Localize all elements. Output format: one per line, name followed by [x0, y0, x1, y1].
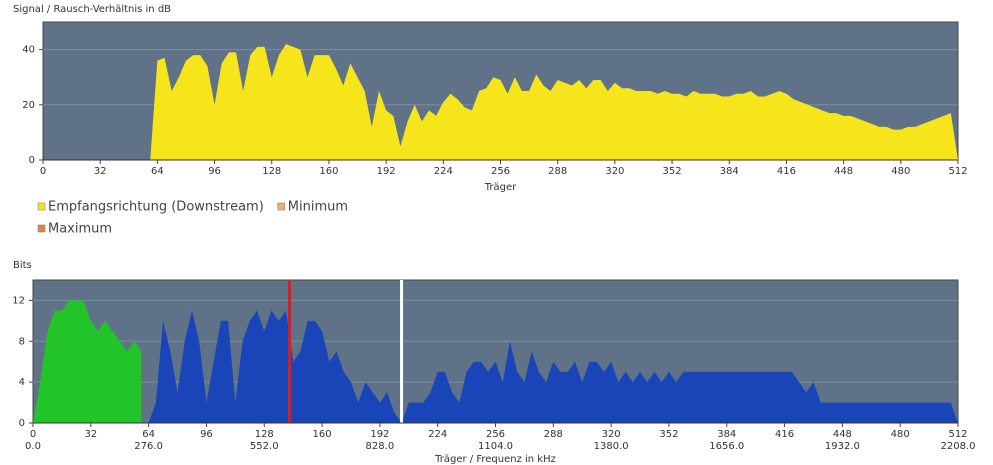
x-tick-label: 384 — [717, 429, 736, 440]
x-tick-label: 0 — [30, 429, 36, 440]
y-tick-label: 8 — [19, 336, 25, 347]
x-tick-label: 0 — [40, 166, 46, 177]
x2-tick-label: 276.0 — [134, 441, 163, 452]
legend-label: Maximum — [48, 222, 112, 237]
x-tick-label: 64 — [142, 429, 155, 440]
x-tick-label: 288 — [548, 166, 567, 177]
x-tick-label: 416 — [777, 166, 796, 177]
x2-tick-label: 1104.0 — [478, 441, 513, 452]
area-series — [33, 300, 142, 423]
x2-tick-label: 828.0 — [366, 441, 395, 452]
x-tick-label: 160 — [313, 429, 332, 440]
x-tick-label: 320 — [605, 166, 624, 177]
x-tick-label: 448 — [834, 166, 853, 177]
x-tick-label: 512 — [948, 429, 967, 440]
chart-title: Bits — [13, 260, 32, 271]
x-tick-label: 96 — [208, 166, 221, 177]
x-axis-label: Träger — [484, 182, 517, 193]
x-tick-label: 352 — [663, 166, 682, 177]
x-tick-label: 192 — [370, 429, 389, 440]
x-tick-label: 480 — [891, 166, 910, 177]
x-tick-label: 64 — [151, 166, 164, 177]
x2-tick-label: 1380.0 — [594, 441, 629, 452]
y-tick-label: 40 — [22, 45, 35, 56]
x-tick-label: 480 — [891, 429, 910, 440]
x2-tick-label: 1656.0 — [709, 441, 744, 452]
x-tick-label: 416 — [775, 429, 794, 440]
x-tick-label: 160 — [319, 166, 338, 177]
x-tick-label: 96 — [200, 429, 213, 440]
x-tick-label: 256 — [491, 166, 510, 177]
x2-tick-label: 2208.0 — [941, 441, 976, 452]
x-tick-label: 32 — [84, 429, 97, 440]
legend-label: Minimum — [288, 200, 348, 215]
x2-tick-label: 552.0 — [250, 441, 279, 452]
legend-swatch — [37, 202, 46, 211]
x-tick-label: 224 — [428, 429, 447, 440]
x-tick-label: 288 — [544, 429, 563, 440]
x-tick-label: 32 — [94, 166, 107, 177]
x-tick-label: 224 — [434, 166, 453, 177]
area-series — [148, 310, 958, 423]
y-tick-label: 4 — [19, 377, 25, 388]
area-series — [43, 44, 958, 160]
legend-label: Empfangsrichtung (Downstream) — [48, 200, 264, 215]
y-tick-label: 0 — [29, 155, 35, 166]
chart-title: Signal / Rausch-Verhältnis in dB — [13, 4, 171, 15]
legend-swatch — [37, 224, 46, 233]
y-tick-label: 0 — [19, 418, 25, 429]
x-tick-label: 352 — [659, 429, 678, 440]
x-tick-label: 384 — [720, 166, 739, 177]
x-tick-label: 320 — [602, 429, 621, 440]
x-axis-label: Träger / Frequenz in kHz — [434, 454, 556, 465]
x-tick-label: 128 — [262, 166, 281, 177]
y-tick-label: 20 — [22, 100, 35, 111]
x2-tick-label: 1932.0 — [825, 441, 860, 452]
x-tick-label: 512 — [948, 166, 967, 177]
x2-tick-label: 0.0 — [25, 441, 41, 452]
x-tick-label: 128 — [255, 429, 274, 440]
x-tick-label: 448 — [833, 429, 852, 440]
legend-swatch — [277, 202, 286, 211]
y-tick-label: 12 — [12, 295, 25, 306]
x-tick-label: 192 — [377, 166, 396, 177]
x-tick-label: 256 — [486, 429, 505, 440]
